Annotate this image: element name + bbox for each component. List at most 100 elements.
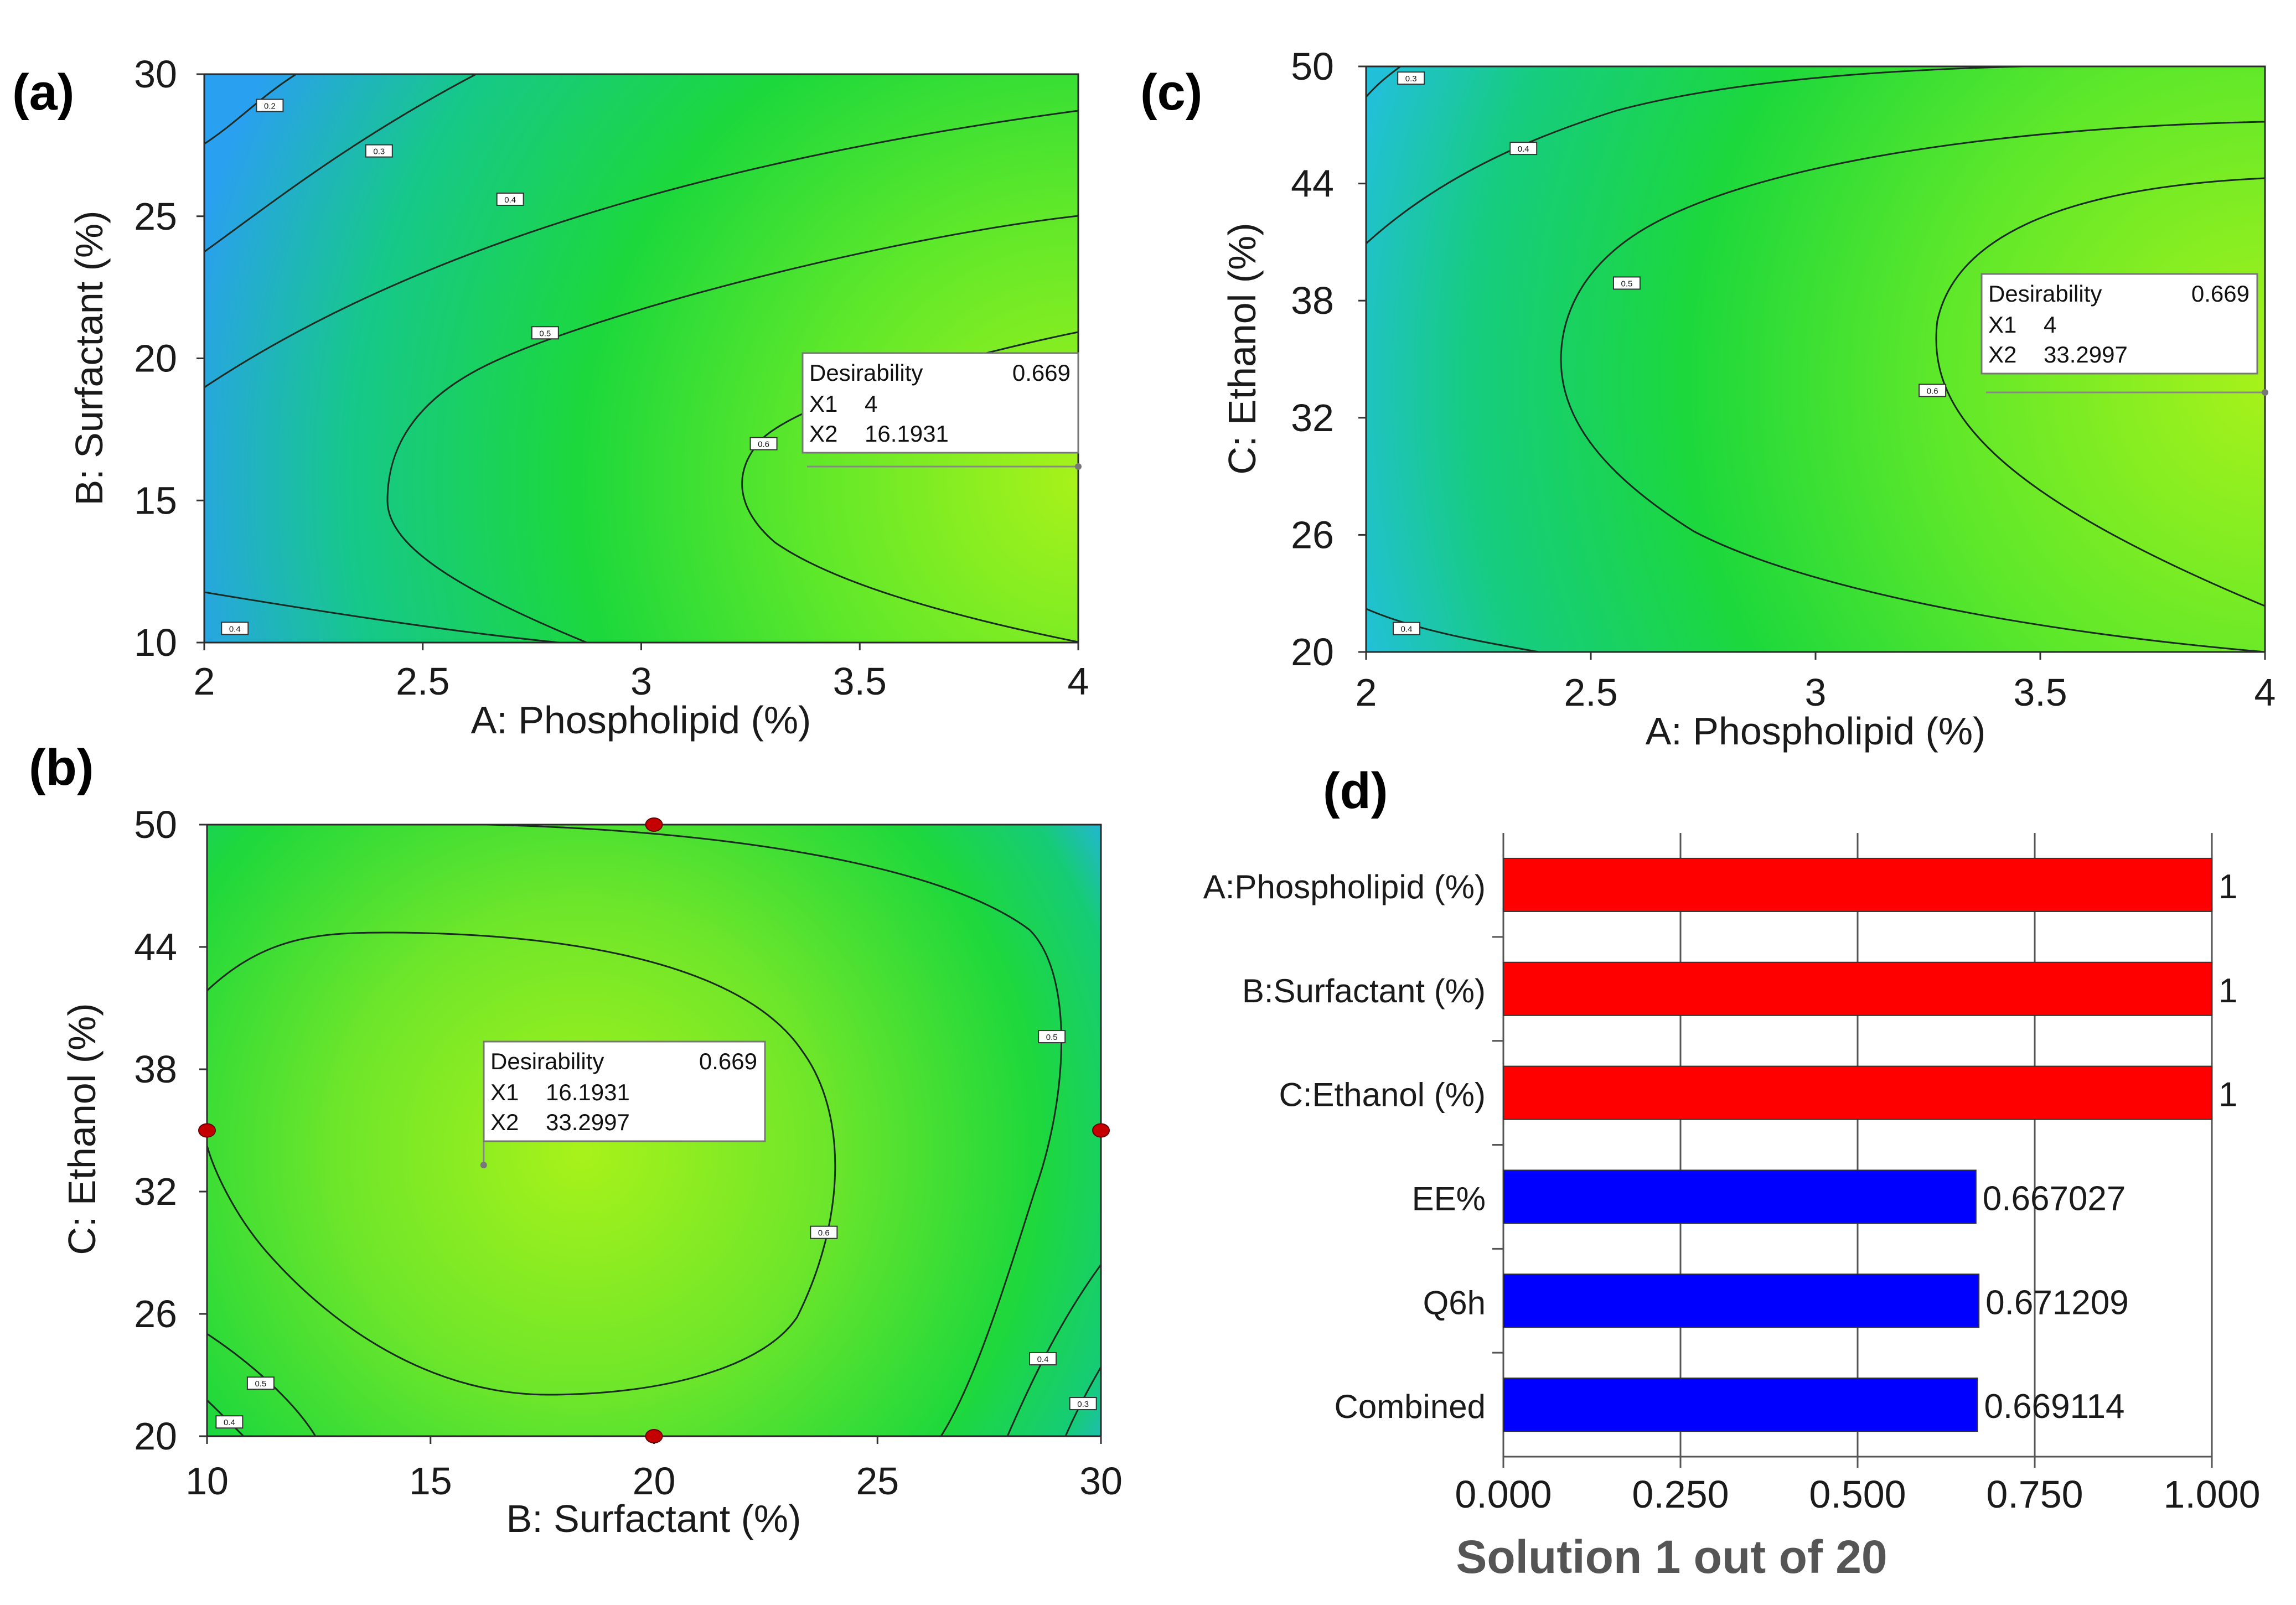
value-label: 1 bbox=[2219, 868, 2237, 906]
x-tick-label: 4 bbox=[2254, 671, 2276, 714]
annotation-box bbox=[801, 352, 1079, 454]
contour-label: 0.2 bbox=[256, 99, 284, 112]
bar-1 bbox=[1503, 857, 2212, 912]
panel-b-ylabel: C: Ethanol (%) bbox=[60, 1003, 104, 1255]
panel-a-contour-0.2 bbox=[204, 74, 297, 145]
panel-a-xlabel: A: Phospholipid (%) bbox=[471, 698, 811, 742]
bar-4 bbox=[1503, 1169, 1977, 1224]
contour-label: 0.4 bbox=[221, 622, 249, 635]
annotation-x2-value: 33.2997 bbox=[2044, 341, 2128, 367]
panel-c-contour-0.3 bbox=[1366, 66, 1401, 97]
y-tick-label: 26 bbox=[1291, 513, 1334, 556]
x-tick-label: 3 bbox=[1805, 671, 1827, 714]
contour-label: 0.6 bbox=[810, 1225, 838, 1239]
contour-label: 0.5 bbox=[246, 1376, 275, 1390]
svg-text:0.4: 0.4 bbox=[1401, 625, 1413, 634]
category-label: Q6h bbox=[1423, 1284, 1486, 1321]
x-tick-label: 0.000 bbox=[1455, 1473, 1552, 1516]
category-label: A:Phospholipid (%) bbox=[1203, 868, 1486, 905]
svg-text:0.5: 0.5 bbox=[1046, 1033, 1058, 1042]
panel-d-label: (d) bbox=[1323, 763, 1388, 819]
panel-a: 2 2.5 3 3.5 4 10 15 20 25 30 0.2 0.3 0.4 0.5 0.6 0.4 D… bbox=[12, 53, 1089, 742]
panel-c-annotation: Desirability 0.669 X1 4 X2 33.2997 bbox=[1980, 273, 2268, 396]
panel-a-annotation: Desirability 0.669 X1 4 X2 16.1931 bbox=[801, 352, 1082, 470]
panel-a-ylabel: B: Surfactant (%) bbox=[68, 211, 111, 506]
value-label: 1 bbox=[2219, 1076, 2237, 1114]
annotation-x1-label: X1 bbox=[490, 1079, 519, 1105]
panel-c-contour-0.4 bbox=[1366, 66, 2265, 245]
contour-label: 0.3 bbox=[365, 144, 393, 158]
x-tick-label: 2 bbox=[194, 660, 215, 703]
annotation-x1-value: 4 bbox=[2044, 312, 2056, 338]
panel-b-contour-0.4-right bbox=[1006, 1264, 1101, 1436]
y-tick-label: 38 bbox=[1291, 279, 1334, 322]
svg-text:0.5: 0.5 bbox=[255, 1379, 266, 1389]
y-tick-label: 20 bbox=[134, 1415, 177, 1458]
contour-label: 0.4 bbox=[215, 1415, 244, 1429]
y-tick-label: 25 bbox=[134, 195, 177, 238]
panel-c-ylabel: C: Ethanol (%) bbox=[1221, 222, 1264, 474]
x-tick-label: 0.250 bbox=[1632, 1473, 1729, 1516]
annotation-x2-label: X2 bbox=[809, 421, 837, 447]
panel-d-grid bbox=[1502, 833, 2213, 1458]
panel-a-ticks: 2 2.5 3 3.5 4 10 15 20 25 30 bbox=[134, 53, 1089, 703]
y-tick-label: 32 bbox=[134, 1170, 177, 1213]
annotation-x2-label: X2 bbox=[490, 1109, 519, 1135]
panel-b-contour-labels: 0.5 0.6 0.5 0.4 0.4 0.3 bbox=[215, 1030, 1097, 1429]
svg-text:0.4: 0.4 bbox=[229, 624, 241, 634]
x-tick-label: 15 bbox=[409, 1459, 452, 1503]
x-tick-label: 30 bbox=[1079, 1459, 1123, 1503]
annotation-value: 0.669 bbox=[699, 1048, 757, 1074]
design-point bbox=[198, 1123, 216, 1138]
panel-c-contour-0.4-lower bbox=[1366, 608, 1539, 652]
contour-label: 0.4 bbox=[1393, 622, 1421, 635]
annotation-point bbox=[480, 1162, 487, 1169]
svg-text:0.6: 0.6 bbox=[1927, 386, 1938, 396]
annotation-point bbox=[1075, 463, 1082, 470]
svg-text:0.2: 0.2 bbox=[264, 101, 276, 111]
contour-label: 0.5 bbox=[1612, 276, 1641, 290]
y-tick-label: 10 bbox=[134, 621, 177, 664]
svg-text:0.4: 0.4 bbox=[1037, 1355, 1049, 1364]
x-tick-label: 3 bbox=[630, 660, 652, 703]
svg-text:0.4: 0.4 bbox=[224, 1418, 235, 1427]
design-point bbox=[645, 1429, 663, 1443]
panel-a-contour-labels: 0.2 0.3 0.4 0.5 0.6 0.4 bbox=[221, 99, 778, 635]
contour-label: 0.6 bbox=[749, 437, 778, 451]
panel-b-annotation: Desirability 0.669 X1 16.1931 X2 33.2997 bbox=[480, 1040, 766, 1169]
svg-text:0.3: 0.3 bbox=[1077, 1400, 1089, 1409]
annotation-value: 0.669 bbox=[1012, 360, 1071, 386]
panel-b-ticks: 10 15 20 25 30 20 26 32 38 44 50 bbox=[134, 803, 1123, 1503]
category-label: Combined bbox=[1335, 1388, 1486, 1425]
x-tick-label: 3.5 bbox=[2013, 671, 2067, 714]
panel-b-design-points bbox=[198, 817, 1110, 1443]
x-tick-label: 2.5 bbox=[396, 660, 449, 703]
panel-b-xlabel: B: Surfactant (%) bbox=[506, 1497, 801, 1540]
annotation-value: 0.669 bbox=[2191, 281, 2250, 307]
y-tick-label: 32 bbox=[1291, 396, 1334, 439]
x-tick-label: 10 bbox=[185, 1459, 229, 1503]
svg-text:0.6: 0.6 bbox=[818, 1229, 830, 1238]
svg-text:0.4: 0.4 bbox=[504, 195, 516, 205]
panel-c-contour-0.5 bbox=[1560, 121, 2265, 652]
annotation-x1-label: X1 bbox=[809, 391, 837, 417]
annotation-title: Desirability bbox=[809, 360, 923, 386]
annotation-x2-value: 16.1931 bbox=[865, 421, 949, 447]
annotation-x1-value: 16.1931 bbox=[546, 1079, 630, 1105]
panel-a-contour-0.5 bbox=[386, 215, 1078, 643]
value-label: 0.667027 bbox=[1983, 1179, 2126, 1218]
annotation-box bbox=[483, 1040, 766, 1142]
annotation-x2-label: X2 bbox=[1988, 341, 2016, 367]
bar-3 bbox=[1503, 1065, 2212, 1120]
panel-a-label: (a) bbox=[12, 64, 74, 121]
value-label: 0.669114 bbox=[1984, 1387, 2124, 1426]
x-tick-label: 4 bbox=[1068, 660, 1089, 703]
y-tick-label: 30 bbox=[134, 53, 177, 96]
y-tick-label: 15 bbox=[134, 479, 177, 522]
panel-d-xlabel: Solution 1 out of 20 bbox=[1456, 1531, 1887, 1583]
panel-b-contour-0.6 bbox=[207, 931, 836, 1396]
x-tick-label: 1.000 bbox=[2163, 1473, 2260, 1516]
y-tick-label: 20 bbox=[134, 337, 177, 380]
category-label: EE% bbox=[1412, 1180, 1486, 1217]
